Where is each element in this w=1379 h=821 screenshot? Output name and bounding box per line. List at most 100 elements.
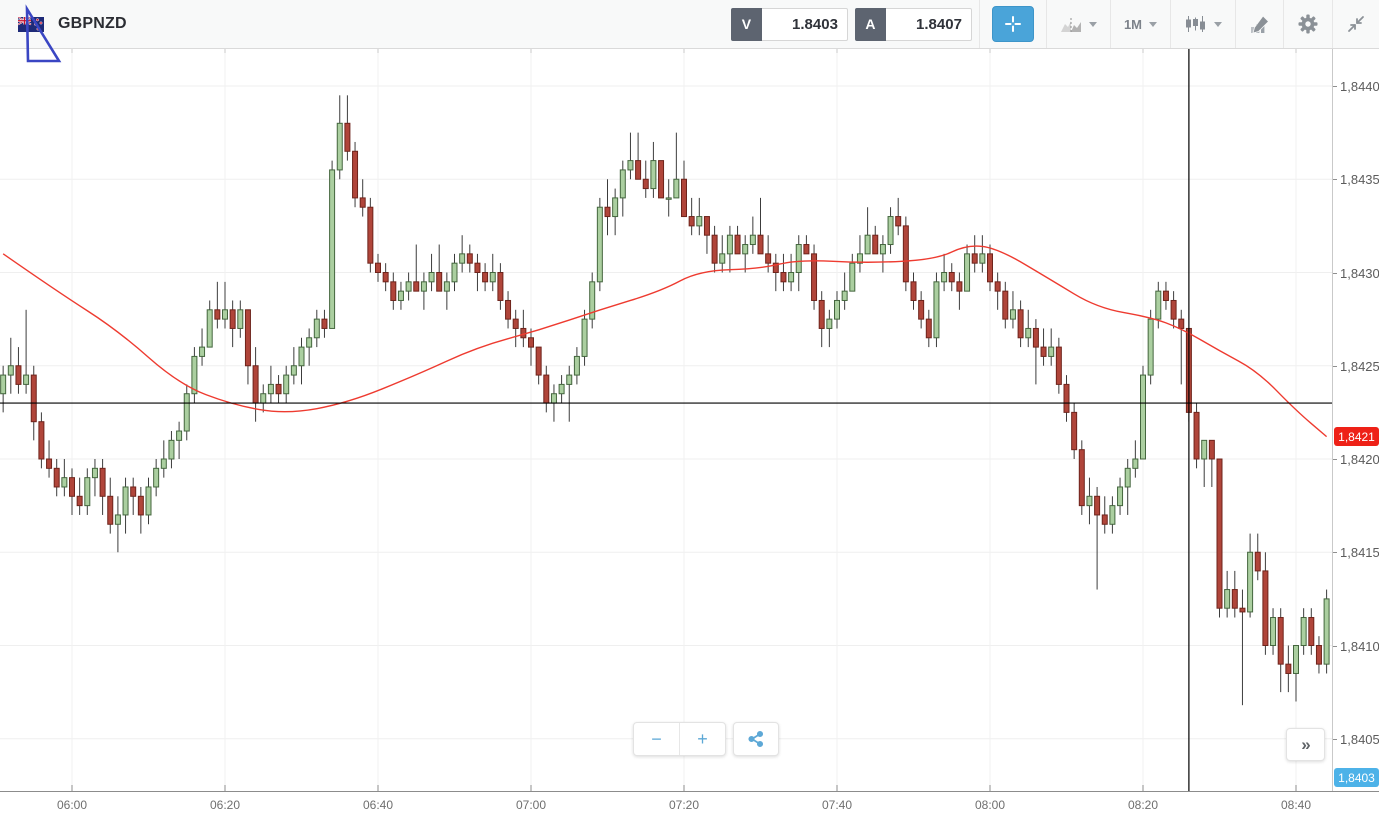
candle-body [902, 225, 909, 283]
candle-body [1254, 551, 1261, 572]
candle-body [841, 290, 848, 301]
candle-body [420, 281, 427, 292]
candle-body [658, 160, 665, 199]
candle-body [1293, 645, 1299, 674]
candle-body [834, 299, 840, 320]
price-tick [1333, 552, 1337, 554]
candle-body [15, 365, 22, 385]
share-icon [748, 730, 764, 748]
timeframe-button[interactable]: 1M [1109, 0, 1170, 48]
time-axis-label: 07:00 [515, 798, 547, 812]
zoom-in-button[interactable]: + [697, 728, 708, 749]
candle-body [642, 178, 649, 190]
candle-body [811, 253, 818, 301]
candle-body [23, 374, 30, 385]
candle-body [864, 234, 871, 255]
candle-body [918, 299, 925, 320]
candle-body [895, 216, 902, 227]
price-axis[interactable]: 1,8421 1,8403 1,8440 1,8435 1,8430 1,8425 1,… [1332, 48, 1379, 791]
chevron-down-icon [1214, 21, 1222, 27]
candle-body [91, 467, 98, 479]
candle-body [214, 309, 221, 320]
candle-body [199, 346, 206, 357]
candle-body [206, 309, 213, 348]
candle-body [69, 477, 75, 497]
settings-button[interactable] [1283, 0, 1332, 48]
zoom-out-button[interactable]: − [634, 723, 680, 755]
price-axis-label: 1,8430 [1340, 265, 1379, 281]
candle-body [1109, 505, 1116, 525]
candle-body [183, 393, 190, 432]
candle-body [956, 281, 963, 292]
candle-body [61, 477, 68, 488]
buy-ask-button[interactable]: A 1.8407 [854, 7, 972, 41]
candle-body [497, 272, 504, 301]
collapse-button[interactable] [1332, 0, 1379, 48]
price-axis-label: 1,8425 [1340, 358, 1379, 374]
candle-body [382, 272, 389, 283]
time-axis-label: 06:00 [56, 798, 88, 812]
candle-body [176, 430, 183, 441]
candle-body [367, 206, 374, 264]
candle-body [581, 318, 588, 357]
candle-body [397, 290, 404, 301]
candle-body [38, 421, 45, 460]
candle-body [451, 262, 458, 283]
candle-body [772, 262, 779, 273]
chart-style-button[interactable] [1170, 0, 1235, 48]
candle-body [1155, 290, 1162, 320]
candle-body [275, 383, 282, 395]
toolbar: GBPNZD V 1.8403 A 1.8407 [0, 0, 1379, 49]
candle-body [788, 272, 795, 283]
candle-body [252, 365, 259, 404]
candle-body [168, 439, 175, 460]
time-axis[interactable]: 06:00 06:20 06:40 07:00 07:20 07:40 08:00 08:20… [0, 791, 1379, 821]
candle-body [405, 281, 412, 292]
candle-body [826, 318, 833, 329]
crosshair-button[interactable] [991, 6, 1034, 42]
nz-flag-icon [18, 16, 44, 32]
chart-type-button[interactable] [1045, 0, 1110, 48]
price-axis-label: 1,8410 [1340, 638, 1379, 654]
candle-body [1063, 383, 1070, 413]
candle-body [543, 374, 550, 404]
candle-body [313, 318, 320, 339]
draw-tools-button[interactable] [1235, 0, 1283, 48]
draw-pencil-icon [1251, 14, 1270, 34]
candle-body [1124, 467, 1131, 488]
candle-body [520, 327, 527, 339]
candle-body [505, 299, 512, 320]
candle-body [244, 309, 251, 367]
sell-bid-button[interactable]: V 1.8403 [730, 7, 848, 41]
toolbar-buttons: V 1.8403 A 1.8407 [730, 0, 1379, 48]
candle-body [627, 160, 634, 171]
candle-body [589, 281, 596, 320]
candle-body [688, 216, 695, 227]
candle-body [0, 374, 7, 395]
candle-body [933, 281, 940, 339]
candle-body [1231, 589, 1238, 609]
candle-body [459, 253, 466, 264]
candle-body [1117, 486, 1124, 507]
candle-body [283, 374, 290, 395]
candle-body [887, 216, 894, 246]
candle-body [696, 216, 703, 227]
candle-body [1094, 495, 1101, 516]
candle-body [1162, 290, 1169, 301]
candle-body [703, 216, 710, 236]
candle-body [290, 365, 297, 376]
candle-body [99, 467, 106, 497]
share-button[interactable] [733, 722, 779, 756]
time-axis-label: 06:40 [362, 798, 394, 812]
candle-body [436, 272, 443, 292]
candle-body [673, 178, 680, 199]
candle-body [466, 253, 473, 264]
collapse-icon [1348, 16, 1364, 32]
expand-right-button[interactable]: » [1286, 728, 1325, 761]
time-axis-label: 07:20 [668, 798, 700, 812]
candle-body [1178, 318, 1185, 329]
crosshair-icon [1004, 16, 1021, 32]
candle-body [512, 318, 519, 329]
candle-body [375, 262, 381, 273]
